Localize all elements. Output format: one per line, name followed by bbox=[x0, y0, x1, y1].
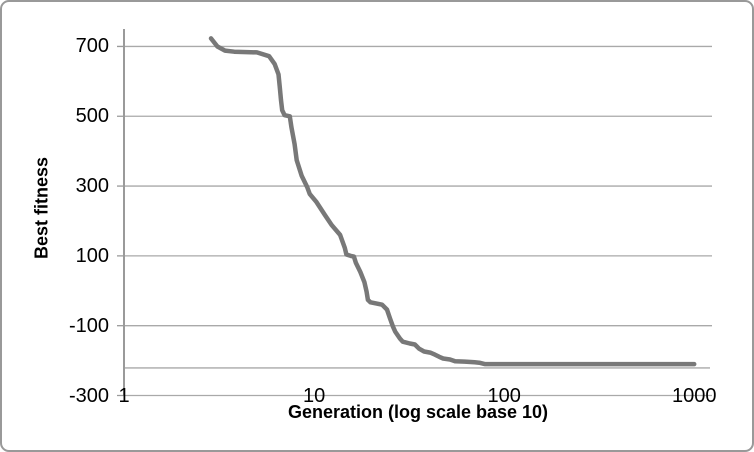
y-axis-title: Best fitness bbox=[31, 157, 52, 260]
x-tick-label-100: 100 bbox=[487, 384, 521, 407]
series-best-fitness bbox=[208, 36, 697, 367]
y-tick-label-100: 100 bbox=[75, 244, 109, 267]
x-tick-label-10: 10 bbox=[302, 384, 326, 407]
x-tick-label-1: 1 bbox=[118, 384, 130, 407]
x-tick-label-1000: 1000 bbox=[671, 384, 717, 407]
y-tick-label--100: -100 bbox=[68, 314, 109, 337]
x-axis-title: Generation (log scale base 10) bbox=[287, 401, 549, 422]
y-tick-label--300: -300 bbox=[68, 384, 109, 407]
y-tick-label-300: 300 bbox=[75, 175, 109, 198]
y-tick-label-500: 500 bbox=[75, 105, 109, 128]
y-tick-label-700: 700 bbox=[75, 35, 109, 58]
